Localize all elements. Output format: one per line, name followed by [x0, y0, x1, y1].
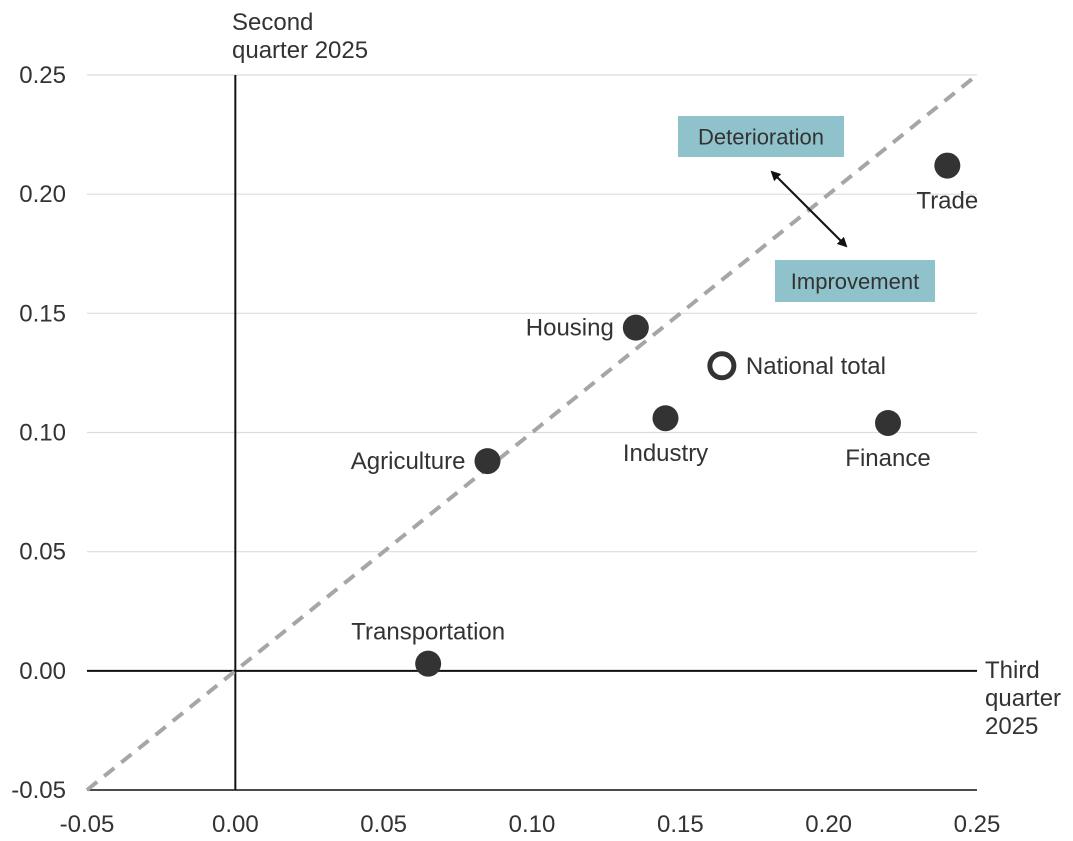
improvement-box — [775, 260, 935, 302]
deterioration-label: Deterioration — [698, 125, 824, 150]
x-tick-label: 0.05 — [360, 811, 407, 838]
x-tick-label: 0.15 — [657, 811, 704, 838]
annotations: Deterioration Improvement — [678, 116, 935, 302]
x-tick-label: 0.10 — [509, 811, 556, 838]
point-label-trade: Trade — [916, 188, 978, 215]
point-label-housing: Housing — [526, 315, 614, 342]
x-axis-title: Third — [985, 657, 1040, 684]
deterioration-box — [678, 116, 844, 157]
x-tick-label: 0.00 — [212, 811, 259, 838]
y-tick-label: 0.10 — [19, 420, 66, 447]
point-label-finance: Finance — [845, 445, 930, 472]
y-axis-title: Second — [232, 9, 313, 36]
point-label-agriculture: Agriculture — [351, 448, 466, 475]
point-agriculture — [474, 448, 501, 475]
point-transportation — [415, 650, 442, 677]
x-axis-title: quarter — [985, 685, 1061, 712]
point-industry — [652, 405, 679, 432]
point-housing — [622, 314, 649, 341]
y-tick-label: 0.00 — [19, 658, 66, 685]
improvement-label: Improvement — [791, 269, 919, 294]
y-tick-label: 0.05 — [19, 539, 66, 566]
x-tick-label: -0.05 — [60, 811, 115, 838]
data-points: Transportation Agriculture Housing Industry… — [351, 152, 978, 677]
x-tick-label: 0.25 — [954, 811, 1001, 838]
x-axis-title: 2025 — [985, 713, 1038, 740]
y-axis-title: quarter 2025 — [232, 37, 368, 64]
point-finance — [875, 409, 901, 436]
tick-labels: -0.05 0.00 0.05 0.10 0.15 0.20 0.25 -0.05 0.00 0.… — [11, 62, 1000, 838]
y-tick-label: 0.25 — [19, 62, 66, 89]
y-tick-label: 0.20 — [19, 181, 66, 208]
point-trade — [934, 152, 961, 179]
y-tick-label: -0.05 — [11, 777, 66, 804]
direction-arrow — [770, 170, 848, 248]
point-label-industry: Industry — [623, 440, 708, 467]
point-label-national-total: National total — [746, 353, 886, 380]
point-label-transportation: Transportation — [351, 619, 505, 646]
y-tick-label: 0.15 — [19, 300, 66, 327]
axes — [87, 75, 977, 791]
point-national-total — [707, 351, 737, 381]
x-tick-label: 0.20 — [805, 811, 852, 838]
